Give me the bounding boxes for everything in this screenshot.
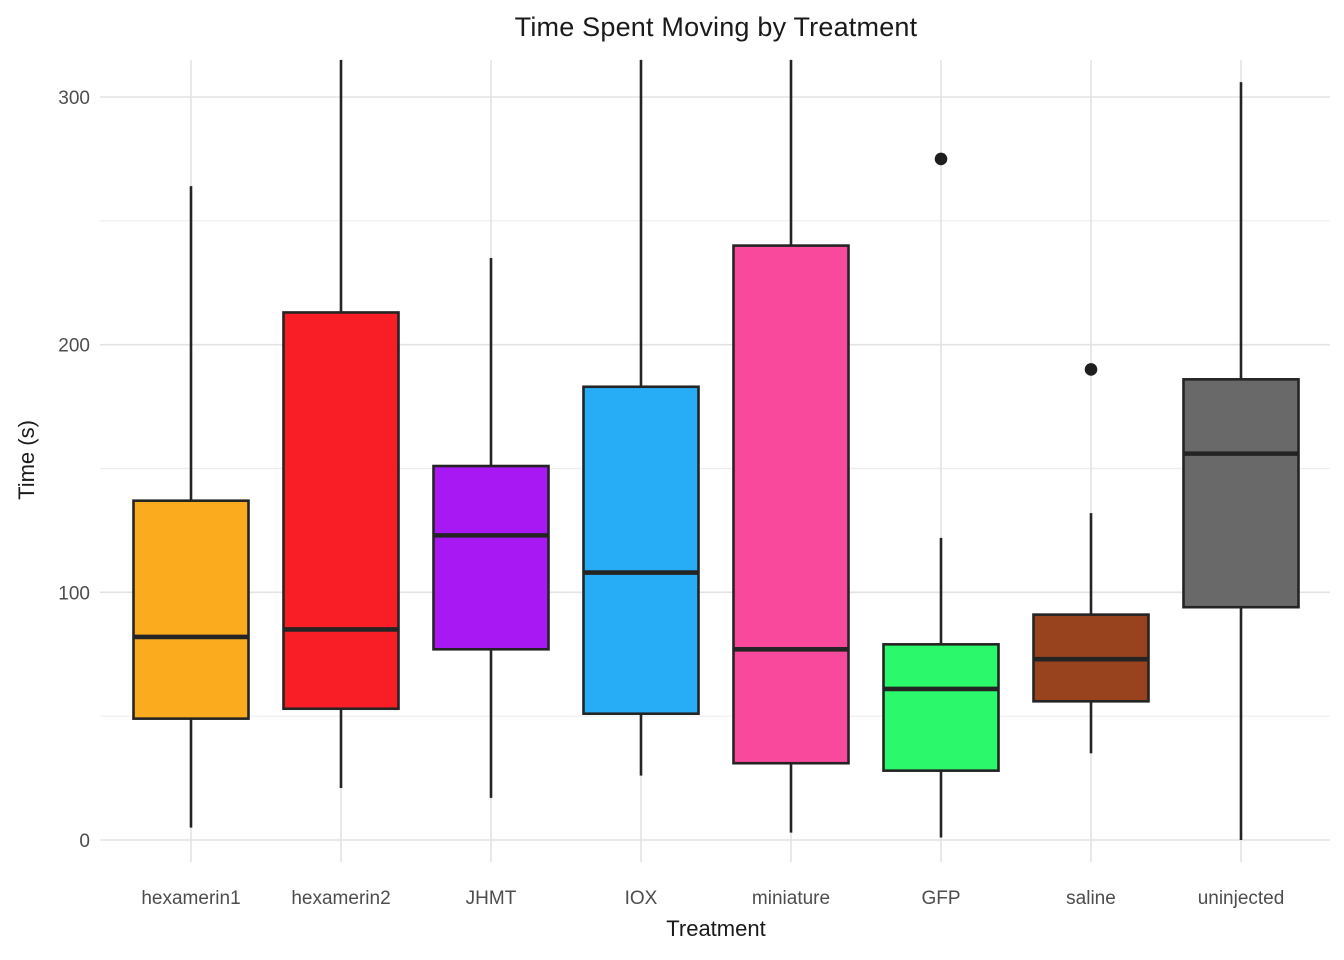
box-hexamerin2 [282,311,400,711]
box-miniature [732,244,850,765]
chart-title: Time Spent Moving by Treatment [514,12,918,42]
x-tick-label-IOX: IOX [625,888,658,909]
boxes [132,59,1300,840]
y-tick-label-200: 200 [58,336,90,357]
outlier-saline-0 [1084,363,1098,376]
box-uninjected [1182,378,1300,609]
outlier-GFP-0 [934,152,948,166]
x-tick-label-miniature: miniature [752,888,830,909]
x-tick-label-GFP: GFP [921,888,960,909]
x-tick-label-saline: saline [1066,888,1116,909]
x-tick-label-JHMT: JHMT [466,888,517,909]
box-IOX [582,385,700,715]
y-tick-labels: 0 100 200 300 [58,88,90,852]
box-GFP [882,643,1000,772]
y-tick-label-300: 300 [58,88,90,109]
x-tick-label-hexamerin2: hexamerin2 [291,888,390,909]
x-tick-label-hexamerin1: hexamerin1 [141,888,240,909]
box-hexamerin1 [132,499,250,720]
x-tick-labels: hexamerin1 hexamerin2 JHMT IOX miniature GFP s… [141,888,1284,909]
y-tick-label-0: 0 [79,831,90,852]
y-tick-label-100: 100 [58,583,90,604]
x-tick-label-uninjected: uninjected [1198,888,1285,909]
x-axis-title: Treatment [666,916,766,941]
box-JHMT [432,464,550,651]
